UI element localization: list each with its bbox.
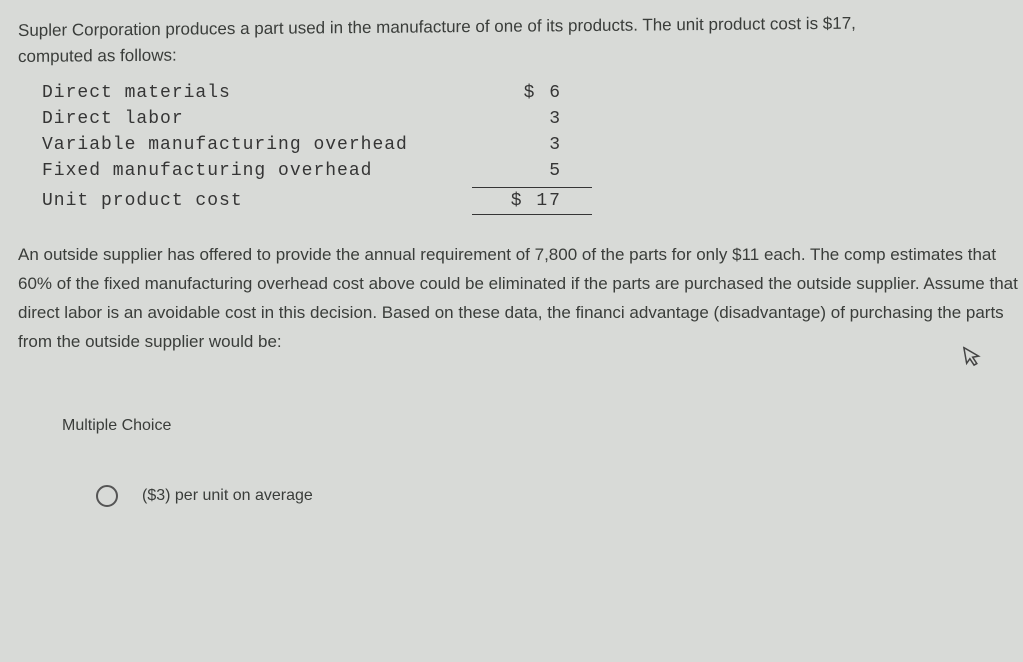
cost-value: $ 17 [472,187,592,215]
cost-label: Variable manufacturing overhead [42,135,472,155]
cost-value: 3 [472,135,592,155]
table-row: Variable manufacturing overhead 3 [42,135,642,161]
question-intro: Supler Corporation produces a part used … [18,9,1023,69]
table-row: Fixed manufacturing overhead 5 [42,161,642,187]
table-row-total: Unit product cost $ 17 [42,187,642,213]
radio-icon[interactable] [96,485,118,507]
question-body: An outside supplier has offered to provi… [18,241,1023,357]
cost-value: 5 [472,161,592,181]
multiple-choice-heading: Multiple Choice [62,417,1023,435]
cost-value: 3 [472,109,592,129]
intro-line-1: Supler Corporation produces a part used … [18,14,856,40]
answer-option[interactable]: ($3) per unit on average [96,485,1023,507]
cost-breakdown-table: Direct materials $ 6 Direct labor 3 Vari… [42,83,642,213]
cost-label: Unit product cost [42,191,472,211]
cost-label: Direct labor [42,109,472,129]
table-row: Direct labor 3 [42,109,642,135]
cost-value: $ 6 [472,83,592,103]
intro-line-2: computed as follows: [18,45,177,65]
cost-label: Direct materials [42,83,472,103]
cost-label: Fixed manufacturing overhead [42,161,472,181]
table-row: Direct materials $ 6 [42,83,642,109]
answer-option-label: ($3) per unit on average [142,487,313,505]
